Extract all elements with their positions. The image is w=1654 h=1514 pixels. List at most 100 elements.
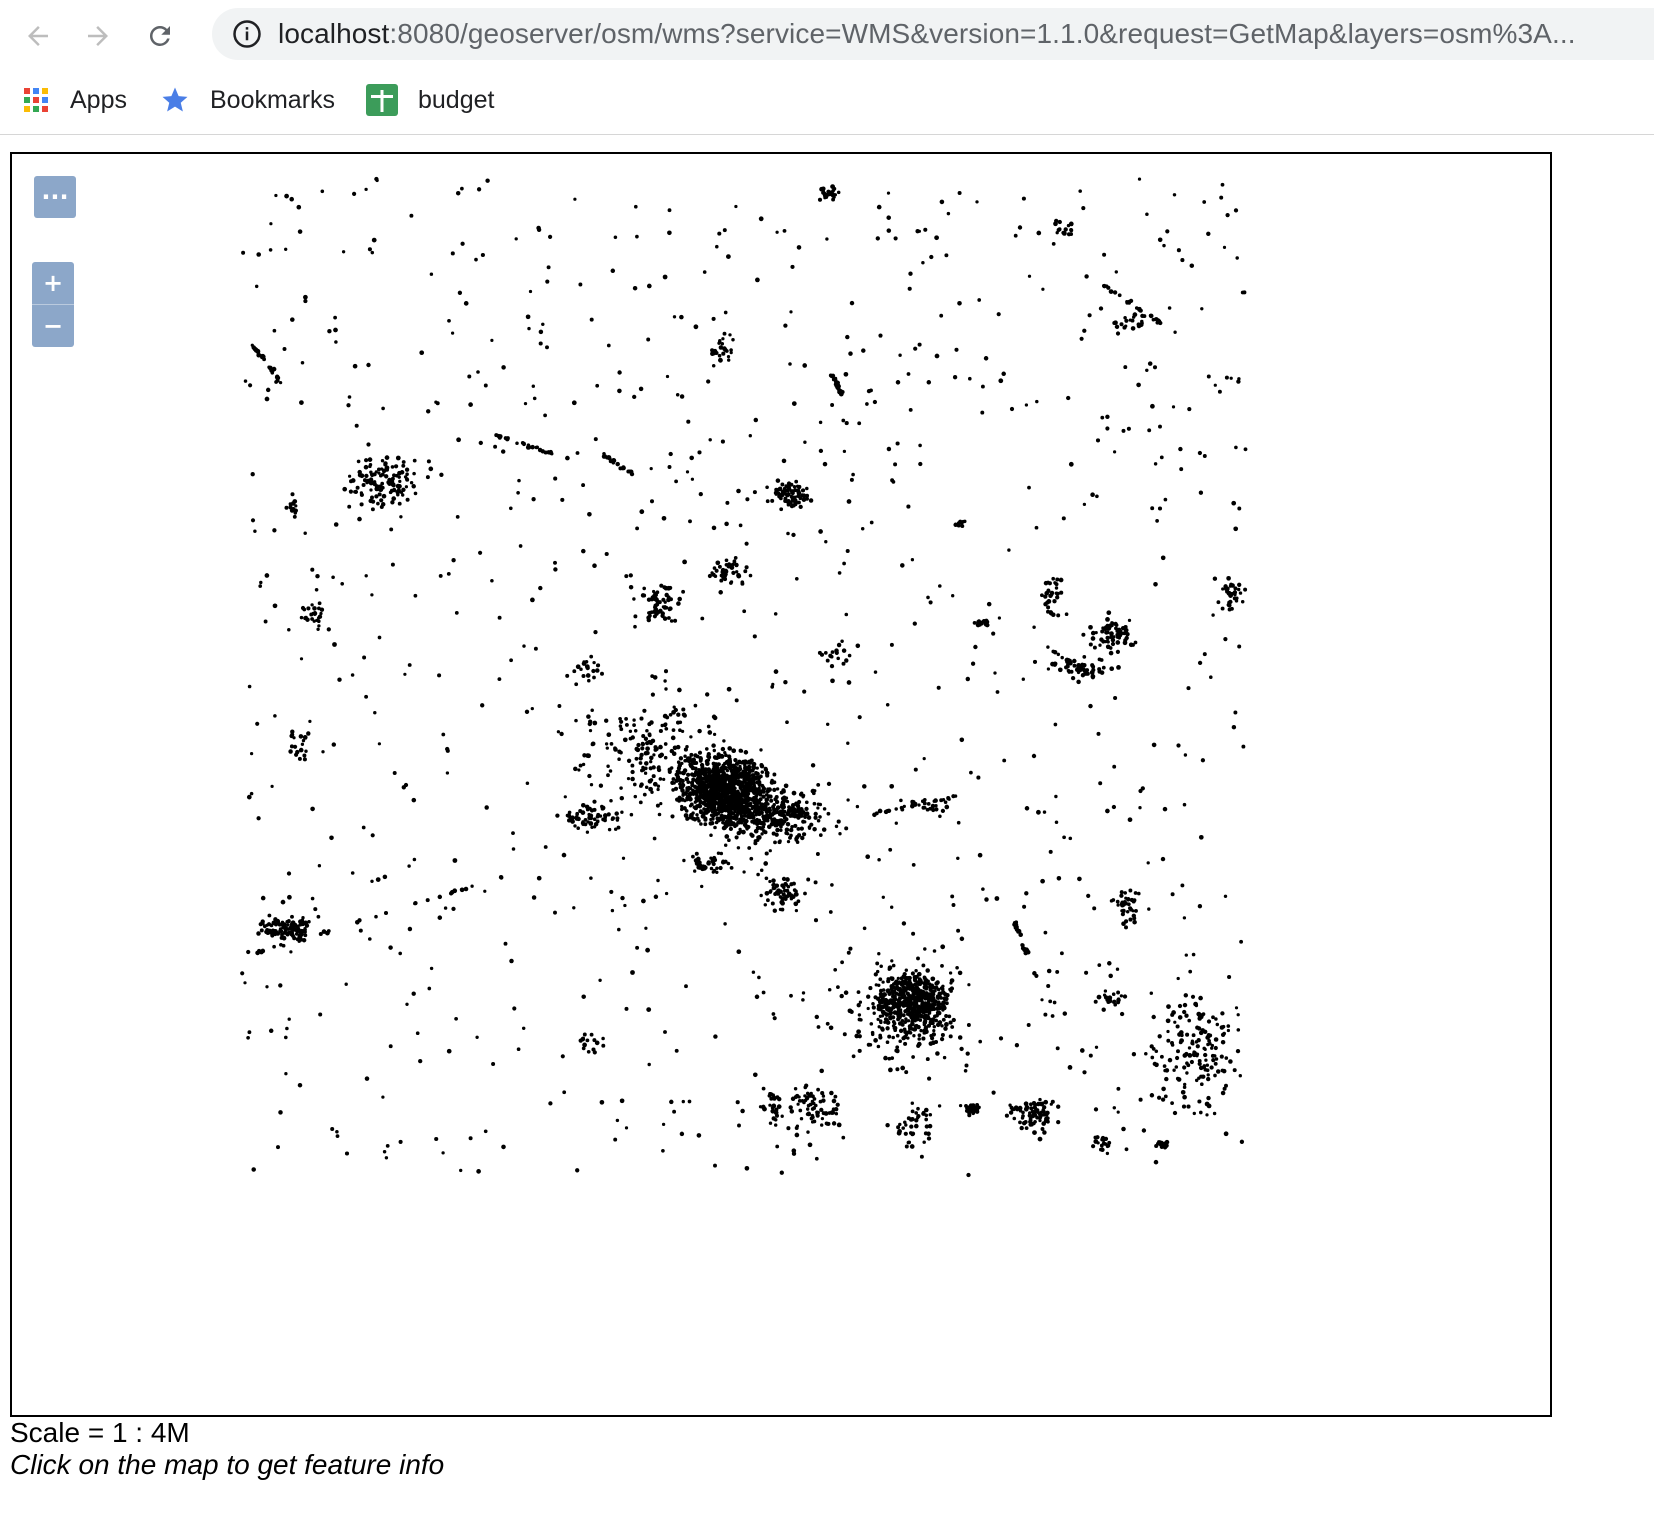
map-point bbox=[722, 739, 726, 743]
map-point bbox=[922, 984, 927, 990]
zoom-in-button[interactable]: + bbox=[32, 262, 74, 304]
map-point bbox=[783, 881, 788, 886]
map-point bbox=[906, 372, 911, 376]
map-point bbox=[530, 597, 535, 603]
map-point bbox=[583, 822, 588, 827]
map-point bbox=[926, 595, 930, 600]
map-point bbox=[917, 1033, 922, 1038]
map-point bbox=[1216, 600, 1221, 605]
map-point bbox=[904, 1070, 909, 1075]
map-point bbox=[744, 782, 749, 787]
map-point bbox=[315, 618, 319, 623]
map-point bbox=[740, 788, 744, 793]
map-point bbox=[902, 985, 906, 990]
map-point bbox=[455, 515, 460, 519]
map-point bbox=[813, 880, 818, 885]
map-point bbox=[782, 819, 787, 824]
map-point bbox=[896, 976, 900, 981]
map-point bbox=[1206, 1076, 1211, 1082]
back-button[interactable] bbox=[16, 14, 60, 58]
map-point bbox=[290, 732, 295, 737]
map-point bbox=[1095, 494, 1099, 499]
map-point bbox=[1103, 639, 1108, 644]
map-point bbox=[1123, 365, 1128, 370]
map-point bbox=[484, 805, 489, 810]
address-bar[interactable]: localhost:8080/geoserver/osm/wms?service… bbox=[212, 8, 1654, 60]
map-point bbox=[932, 949, 937, 953]
map-point bbox=[814, 1103, 818, 1108]
map-point bbox=[738, 827, 742, 832]
map-point bbox=[862, 926, 867, 931]
map-point bbox=[880, 1009, 886, 1015]
map-point bbox=[1100, 629, 1105, 634]
map-point bbox=[596, 812, 601, 817]
layer-switcher-button[interactable]: ··· bbox=[34, 176, 76, 218]
url-text[interactable]: localhost:8080/geoserver/osm/wms?service… bbox=[278, 18, 1576, 50]
map-point bbox=[786, 808, 792, 814]
bookmark-apps[interactable]: Apps bbox=[22, 80, 127, 120]
map-point bbox=[700, 616, 705, 621]
map-point bbox=[752, 1072, 758, 1078]
map-point bbox=[1163, 497, 1168, 502]
map-point bbox=[377, 742, 382, 746]
map-point bbox=[812, 801, 817, 806]
map-point bbox=[951, 903, 956, 907]
bookmark-bookmarks[interactable]: Bookmarks bbox=[160, 80, 335, 120]
map-point bbox=[685, 816, 690, 821]
map-point bbox=[456, 437, 461, 443]
map-point bbox=[619, 727, 624, 732]
map-point bbox=[1180, 883, 1185, 888]
map-point bbox=[371, 237, 377, 243]
map-point bbox=[677, 768, 681, 772]
map-point bbox=[801, 998, 805, 1002]
map-point bbox=[931, 1002, 937, 1008]
map-point bbox=[805, 493, 810, 498]
forward-button[interactable] bbox=[76, 14, 120, 58]
map-point bbox=[1024, 806, 1030, 811]
map-point bbox=[843, 371, 849, 377]
map-point bbox=[263, 619, 268, 624]
map-point bbox=[752, 490, 757, 495]
info-icon[interactable] bbox=[232, 19, 262, 49]
map-point bbox=[889, 1007, 894, 1012]
map-point bbox=[396, 493, 400, 497]
map-point bbox=[810, 763, 816, 768]
map-point bbox=[1192, 1050, 1197, 1056]
map-point bbox=[849, 300, 855, 306]
map-point bbox=[789, 827, 794, 833]
map-point bbox=[759, 868, 764, 873]
map-point bbox=[689, 802, 694, 807]
map-point bbox=[897, 992, 902, 997]
map-point bbox=[428, 466, 434, 472]
map-point bbox=[437, 915, 443, 920]
map-point bbox=[578, 763, 583, 768]
map-point bbox=[939, 1005, 944, 1010]
map-point bbox=[378, 484, 383, 488]
map-point bbox=[536, 875, 542, 881]
map-point bbox=[760, 783, 765, 788]
map-point bbox=[709, 813, 714, 817]
map-point bbox=[686, 795, 691, 800]
bookmark-budget[interactable]: budget bbox=[366, 80, 494, 120]
map-point bbox=[977, 852, 983, 858]
map-point bbox=[723, 310, 728, 315]
map-point bbox=[669, 766, 674, 770]
zoom-out-button[interactable]: − bbox=[32, 304, 74, 347]
map-point bbox=[1209, 675, 1213, 679]
map-point bbox=[395, 455, 401, 461]
map-point bbox=[1112, 290, 1118, 295]
map-point bbox=[736, 488, 741, 494]
map-point bbox=[647, 739, 652, 745]
map-point bbox=[928, 985, 933, 990]
map-point bbox=[776, 1104, 782, 1109]
map-point bbox=[778, 889, 783, 894]
map-point bbox=[699, 822, 703, 826]
map-point bbox=[773, 490, 778, 495]
reload-button[interactable] bbox=[138, 14, 182, 58]
map-point bbox=[924, 1007, 929, 1012]
map-viewport[interactable]: ··· + − bbox=[10, 152, 1552, 1417]
map-point bbox=[1197, 1061, 1202, 1067]
map-point bbox=[628, 573, 633, 578]
map-point bbox=[903, 1131, 908, 1136]
map-point bbox=[532, 396, 537, 401]
